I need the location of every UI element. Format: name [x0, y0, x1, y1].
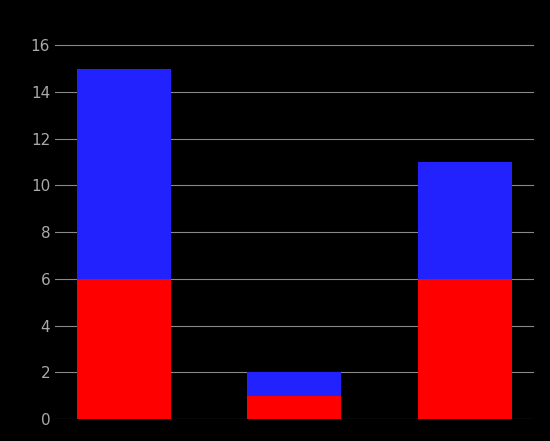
Bar [77, 279, 170, 419]
Bar [248, 372, 341, 396]
Bar [77, 69, 170, 279]
Bar [418, 279, 512, 419]
Bar [248, 396, 341, 419]
Bar [418, 162, 512, 279]
